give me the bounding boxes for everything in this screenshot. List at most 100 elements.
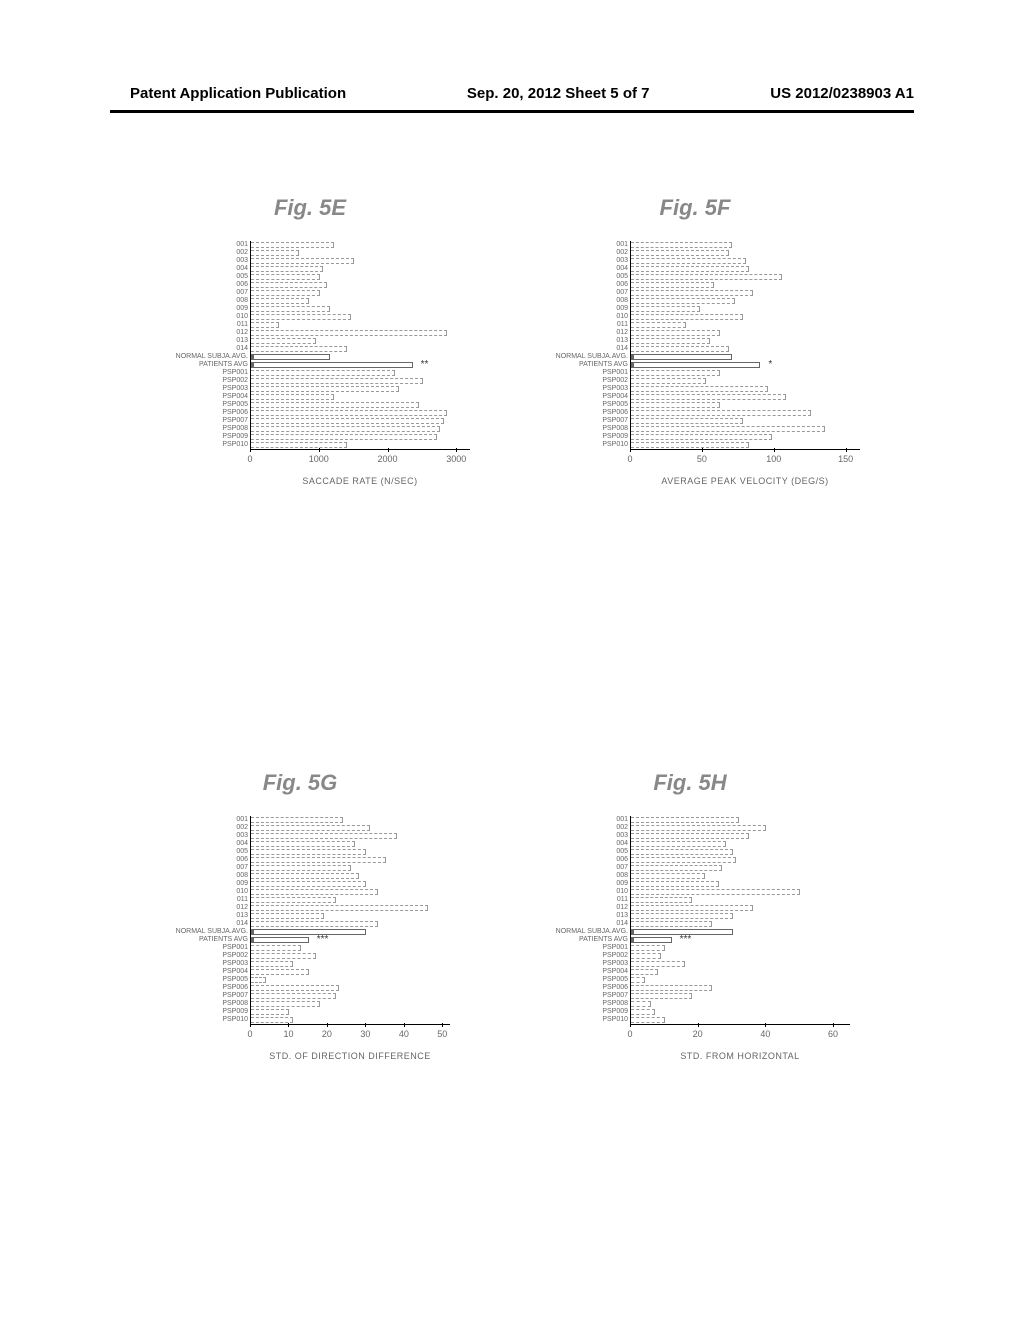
x-axis-label: STD. FROM HORIZONTAL	[630, 1051, 850, 1061]
y-label: 014	[556, 345, 628, 353]
bar-row	[631, 337, 860, 345]
bar	[251, 386, 399, 392]
y-label: PSP009	[556, 433, 628, 441]
y-label: 007	[176, 864, 248, 872]
bar-row	[631, 840, 850, 848]
x-tick-mark	[630, 1023, 631, 1027]
y-label: PSP001	[556, 369, 628, 377]
bar-row	[251, 353, 470, 361]
bar	[251, 242, 334, 248]
y-label: 005	[176, 273, 248, 281]
bar	[251, 442, 347, 448]
y-label: 003	[556, 832, 628, 840]
bar-row	[251, 361, 470, 369]
y-label: PSP003	[556, 385, 628, 393]
y-label: PSP005	[176, 401, 248, 409]
bar-row	[631, 361, 860, 369]
y-axis-labels: 0010020030040050060070080090100110120130…	[176, 241, 250, 449]
y-label: PSP007	[176, 992, 248, 1000]
y-label: 013	[176, 912, 248, 920]
bar-row	[631, 385, 860, 393]
y-label: 010	[556, 888, 628, 896]
y-axis-labels: 0010020030040050060070080090100110120130…	[556, 241, 630, 449]
y-label: PSP004	[176, 393, 248, 401]
y-label: PSP010	[176, 1016, 248, 1024]
bar-row	[631, 848, 850, 856]
bar-row	[631, 864, 850, 872]
bar-row	[631, 896, 850, 904]
bar-row	[251, 385, 470, 393]
x-axis-label: AVERAGE PEAK VELOCITY (DEG/S)	[630, 476, 860, 486]
y-label: 008	[556, 297, 628, 305]
x-tick-mark	[442, 1023, 443, 1027]
x-axis-label: SACCADE RATE (N/SEC)	[250, 476, 470, 486]
bar	[631, 290, 753, 296]
bar	[631, 849, 733, 855]
y-label: 008	[176, 872, 248, 880]
bar	[251, 865, 351, 871]
y-label: 006	[176, 281, 248, 289]
bar-row	[251, 409, 470, 417]
y-label: 014	[176, 920, 248, 928]
chart-body: 0010020030040050060070080090100110120130…	[630, 816, 850, 1061]
y-label: 008	[176, 297, 248, 305]
x-tick-label: 50	[437, 1029, 447, 1039]
x-axis: 0100020003000	[250, 452, 470, 472]
x-tick-label: 40	[760, 1029, 770, 1039]
bar	[631, 969, 658, 975]
x-tick-mark	[833, 1023, 834, 1027]
y-label: 004	[556, 840, 628, 848]
bar	[631, 921, 712, 927]
x-tick-label: 1000	[309, 454, 329, 464]
bars-area: ***	[630, 816, 850, 1025]
x-tick-mark	[456, 448, 457, 452]
y-label: 013	[556, 912, 628, 920]
bar	[251, 426, 440, 432]
bar	[631, 410, 811, 416]
bar	[631, 418, 743, 424]
y-label: PSP006	[176, 984, 248, 992]
bar	[631, 314, 743, 320]
y-label-normal-avg: NORMAL SUBJA.AVG.	[176, 353, 248, 361]
y-label: 009	[556, 880, 628, 888]
bar-row	[631, 305, 860, 313]
bar	[251, 873, 359, 879]
x-tick-mark	[630, 448, 631, 452]
bar	[631, 434, 772, 440]
y-label: 011	[176, 321, 248, 329]
bar	[631, 881, 719, 887]
y-label: 014	[556, 920, 628, 928]
y-label: PSP002	[556, 952, 628, 960]
bar-row	[251, 369, 470, 377]
y-label: 002	[556, 824, 628, 832]
bar-row	[251, 968, 450, 976]
bar-row	[251, 872, 450, 880]
y-label: PSP007	[176, 417, 248, 425]
bar	[631, 402, 720, 408]
y-label: 006	[556, 856, 628, 864]
y-label: PSP005	[176, 976, 248, 984]
y-label: 001	[176, 241, 248, 249]
bar-row	[631, 912, 850, 920]
bar	[251, 849, 366, 855]
bar	[631, 841, 726, 847]
bar	[251, 394, 334, 400]
header-right: US 2012/0238903 A1	[770, 85, 914, 102]
bar-row	[631, 393, 860, 401]
bar	[251, 266, 323, 272]
bar-row	[631, 816, 850, 824]
bar-row	[631, 257, 860, 265]
y-label: PSP003	[556, 960, 628, 968]
bar-row	[251, 241, 470, 249]
bar-row	[251, 393, 470, 401]
bar-row	[631, 297, 860, 305]
bar-row	[631, 409, 860, 417]
chart-title: Fig. 5H	[530, 770, 850, 796]
bar	[251, 378, 423, 384]
bar-row	[631, 353, 860, 361]
bar-row	[631, 265, 860, 273]
bar	[251, 258, 354, 264]
bar	[631, 977, 645, 983]
y-label: PSP001	[556, 944, 628, 952]
y-label: PSP006	[176, 409, 248, 417]
